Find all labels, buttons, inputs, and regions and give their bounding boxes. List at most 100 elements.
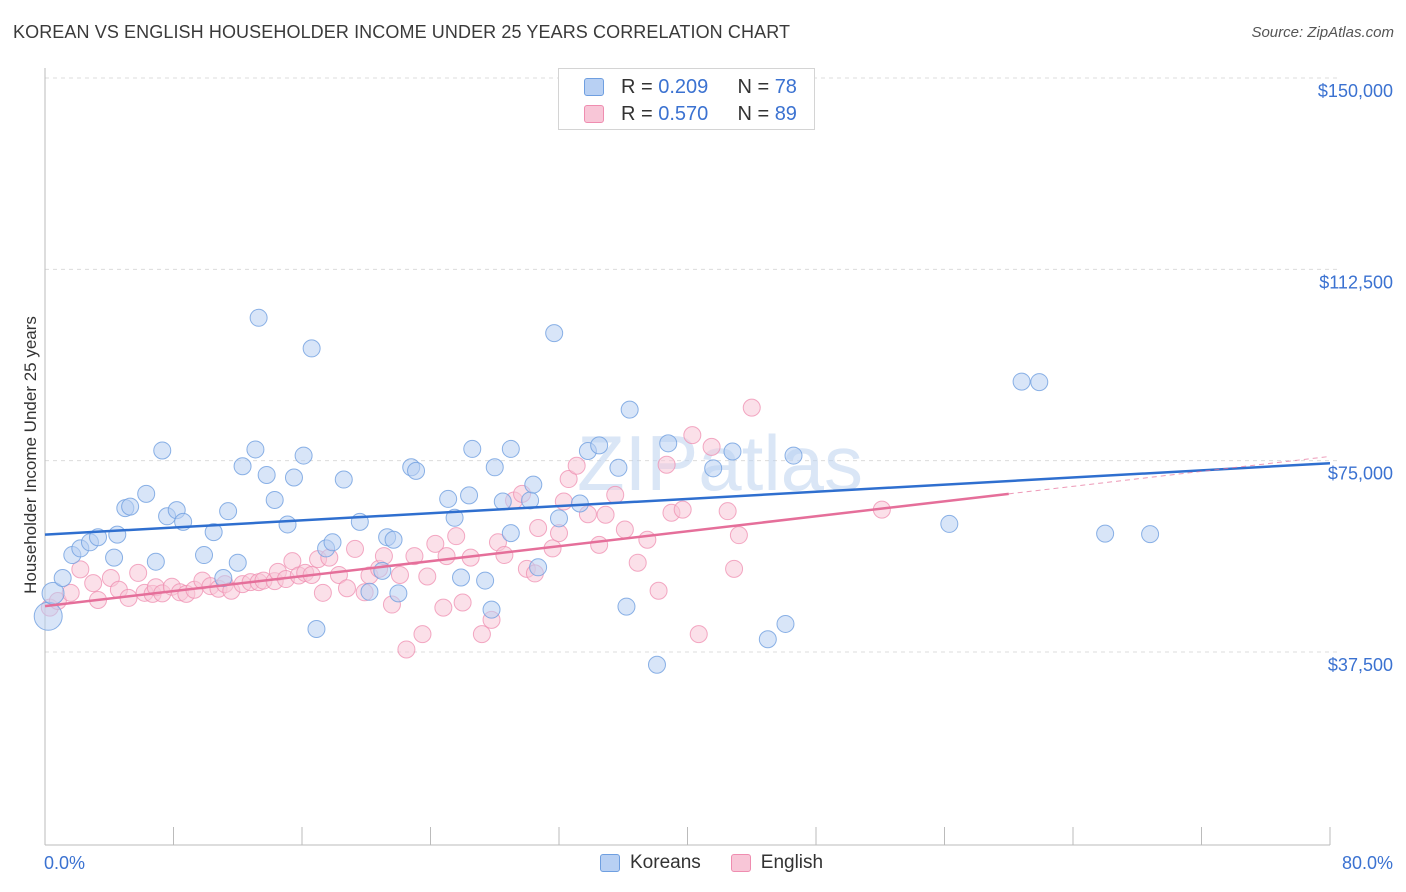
- y-axis-title: Householder Income Under 25 years: [21, 316, 40, 594]
- source-label: Source: ZipAtlas.com: [1251, 24, 1394, 41]
- koreans-point: [1096, 524, 1115, 543]
- english-n-value: 89: [774, 102, 797, 125]
- koreans-n-value: 78: [774, 75, 797, 98]
- koreans-point: [482, 600, 501, 619]
- english-point: [313, 583, 332, 602]
- series-koreans-points: [33, 308, 1160, 674]
- koreans-point: [146, 552, 165, 571]
- koreans-point: [784, 446, 803, 465]
- english-point: [729, 526, 748, 545]
- english-point: [71, 560, 90, 579]
- english-point: [702, 437, 721, 456]
- koreans-point: [233, 457, 252, 476]
- english-point: [718, 502, 737, 521]
- koreans-point: [493, 492, 512, 511]
- x-tick-label: 0.0%: [44, 853, 85, 873]
- english-point: [397, 640, 416, 659]
- koreans-point: [940, 514, 959, 533]
- koreans-point: [334, 470, 353, 489]
- koreans-legend-label: Koreans: [630, 852, 701, 873]
- english-point: [129, 563, 148, 582]
- koreans-point: [389, 584, 408, 603]
- koreans-point: [501, 439, 520, 458]
- koreans-point: [620, 400, 639, 419]
- koreans-point: [617, 597, 636, 616]
- y-tick-label: $37,500: [1328, 655, 1393, 675]
- koreans-point: [723, 442, 742, 461]
- koreans-point: [659, 434, 678, 453]
- english-point: [61, 583, 80, 602]
- english-point: [559, 470, 578, 489]
- english-point: [84, 574, 103, 593]
- koreans-point: [307, 620, 326, 639]
- english-point: [638, 530, 657, 549]
- english-point: [495, 546, 514, 565]
- koreans-point: [53, 569, 72, 588]
- english-point: [472, 625, 491, 644]
- koreans-swatch: [584, 78, 604, 96]
- legend-stats: R = 0.209 N = 78 R = 0.570 N = 89: [558, 68, 815, 130]
- koreans-point: [360, 582, 379, 601]
- koreans-point: [105, 548, 124, 567]
- english-trend-line: [44, 492, 1009, 608]
- koreans-point: [1012, 372, 1031, 391]
- english-point: [725, 559, 744, 578]
- koreans-point: [323, 533, 342, 552]
- koreans-point: [647, 655, 666, 674]
- x-tick-label: 80.0%: [1342, 853, 1393, 873]
- english-point: [426, 534, 445, 553]
- koreans-point: [590, 436, 609, 455]
- koreans-point: [501, 524, 520, 543]
- koreans-point: [452, 568, 471, 587]
- koreans-point: [545, 324, 564, 343]
- koreans-point: [524, 475, 543, 494]
- y-tick-label: $112,500: [1319, 272, 1393, 292]
- english-point: [413, 625, 432, 644]
- english-point: [615, 520, 634, 539]
- english-n-label: N =: [737, 102, 775, 125]
- legend-series: Koreans English: [600, 852, 823, 874]
- english-point: [453, 593, 472, 612]
- koreans-point: [278, 515, 297, 534]
- english-point: [628, 553, 647, 572]
- english-legend-label: English: [760, 852, 824, 873]
- koreans-point: [121, 497, 140, 516]
- koreans-point: [460, 486, 479, 505]
- koreans-point: [246, 440, 265, 459]
- english-point: [596, 505, 615, 524]
- english-trend-extension: [1008, 455, 1331, 495]
- koreans-point: [609, 458, 628, 477]
- koreans-legend-swatch: [600, 854, 620, 872]
- english-point: [437, 547, 456, 566]
- koreans-r-value: 0.209: [658, 75, 709, 98]
- koreans-point: [265, 490, 284, 509]
- english-point: [529, 519, 548, 538]
- koreans-point: [550, 509, 568, 528]
- english-point: [554, 492, 573, 511]
- koreans-point: [407, 461, 426, 480]
- english-r-label: R =: [621, 102, 659, 125]
- english-point: [405, 547, 424, 566]
- koreans-point: [195, 546, 214, 565]
- english-point: [337, 579, 356, 598]
- english-r-value: 0.570: [658, 102, 709, 125]
- koreans-point: [1141, 525, 1160, 544]
- y-tick-label: $150,000: [1318, 81, 1393, 101]
- english-point: [657, 455, 676, 474]
- english-point: [590, 535, 609, 554]
- koreans-trend-line: [44, 461, 1331, 536]
- koreans-point: [704, 459, 723, 478]
- koreans-point: [257, 465, 276, 484]
- english-swatch: [584, 105, 604, 123]
- axes: [44, 68, 1331, 846]
- english-point: [434, 598, 453, 617]
- koreans-point: [384, 530, 403, 549]
- koreans-point: [476, 571, 495, 590]
- english-point: [346, 539, 365, 558]
- english-point: [567, 456, 586, 475]
- english-point: [742, 398, 761, 417]
- tick-labels: $37,500 $75,000 $112,500 $150,000 0.0% 80.0%: [44, 81, 1393, 873]
- koreans-point: [249, 308, 268, 327]
- koreans-point: [153, 441, 172, 460]
